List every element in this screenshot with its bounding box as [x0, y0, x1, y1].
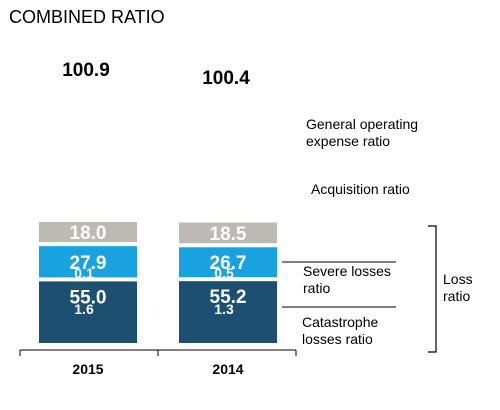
loss-ratio-bracket — [428, 225, 437, 353]
bar-acquisition-ratio-2014 — [179, 247, 277, 278]
bar-loss-ratio-2015 — [39, 281, 137, 343]
annotation-acquisition-ratio: Acquisition ratio — [311, 181, 410, 197]
total-label-2015: 100.9 — [62, 60, 110, 81]
bar-general-operating-expense-ratio-2015 — [39, 221, 137, 243]
category-label-2014: 2014 — [212, 361, 243, 377]
annotation-severe-losses-ratio: Severe losses ratio — [303, 263, 391, 296]
bar-label-acquisition-ratio-2014: 26.7 — [210, 253, 247, 274]
total-label-2014: 100.4 — [202, 68, 250, 89]
chart-title: COMBINED RATIO — [9, 7, 165, 27]
bar-label-acquisition-ratio-2015: 27.9 — [70, 253, 107, 274]
component-label-catastrophe-losses-ratio-2015: 1.6 — [74, 301, 94, 317]
bar-general-operating-expense-ratio-2014 — [179, 222, 277, 244]
component-label-severe-losses-ratio-2015: 0.1 — [74, 265, 94, 281]
annotations-group: General operating expense ratio Acquisitio… — [282, 116, 473, 353]
bar-acquisition-ratio-2015 — [39, 246, 137, 278]
annotation-loss-ratio: Loss ratio — [443, 271, 473, 304]
annotation-catastrophe-losses-ratio: Catastrophe losses ratio — [302, 314, 378, 347]
bar-label-loss-ratio-2014: 55.2 — [210, 287, 247, 308]
component-label-severe-losses-ratio-2014: 0.5 — [214, 265, 234, 281]
annotation-general-operating-expense-ratio: General operating expense ratio — [306, 116, 418, 149]
category-label-2015: 2015 — [72, 361, 103, 377]
bars-group: 55.0 27.9 18.0 0.1 1.6 100.9 2015 55.2 26.7 18.5 0… — [19, 60, 297, 377]
component-label-catastrophe-losses-ratio-2014: 1.3 — [214, 301, 234, 317]
bar-loss-ratio-2014 — [179, 281, 277, 343]
bar-label-loss-ratio-2015: 55.0 — [70, 287, 107, 308]
bar-label-general-operating-expense-ratio-2015: 18.0 — [70, 223, 107, 244]
bar-label-general-operating-expense-ratio-2014: 18.5 — [210, 224, 247, 245]
